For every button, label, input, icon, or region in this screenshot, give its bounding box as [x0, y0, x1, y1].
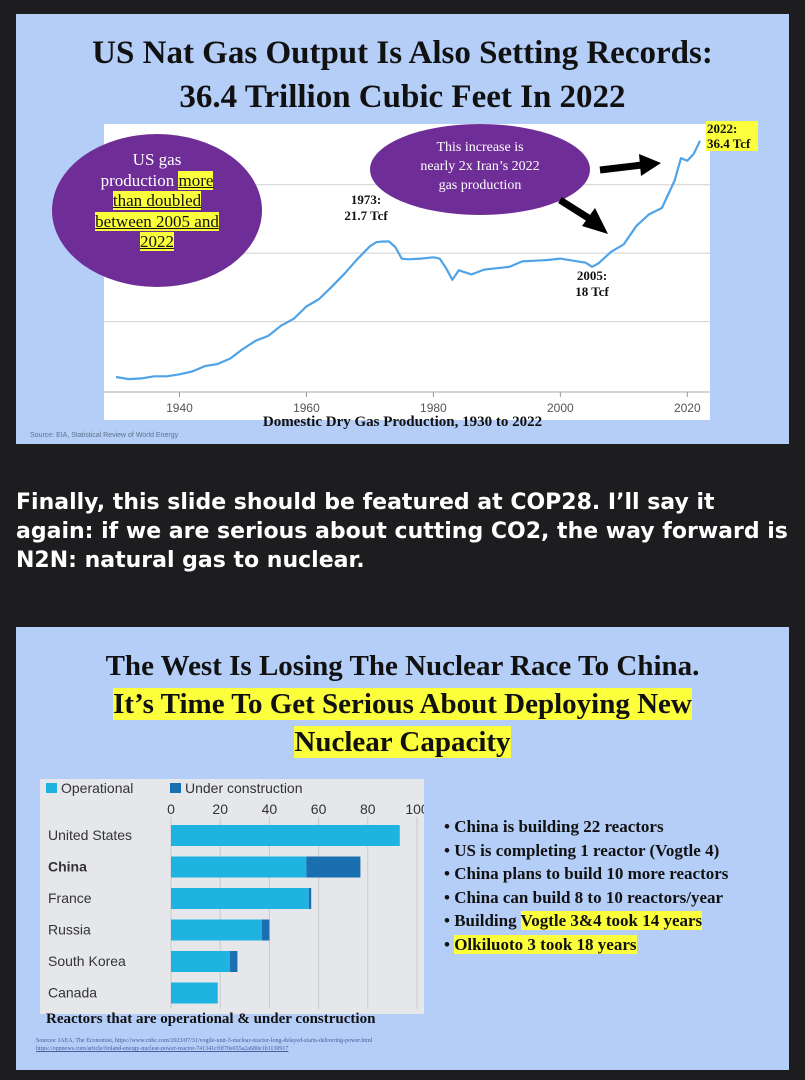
- category-label: Russia: [48, 922, 91, 938]
- category-label: Canada: [48, 985, 97, 1001]
- ellipse-left-line5: 2022: [140, 232, 174, 251]
- bar-under-construction: [230, 951, 238, 972]
- legend-operational: Operational: [46, 780, 133, 796]
- ellipse-left-line4: between 2005 and: [95, 211, 219, 231]
- arrows-layer: [558, 154, 661, 234]
- legend-under-construction-swatch: [170, 783, 181, 793]
- ellipse-top-line2: nearly 2x Iran’s 2022: [420, 159, 540, 174]
- bullet-text: China can build 8 to 10 reactors/year: [454, 887, 724, 907]
- source-line-1: Sources: IAEA, The Economist, https://ww…: [36, 1038, 373, 1044]
- category-label: United States: [48, 827, 132, 843]
- ellipse-production-doubled: US gas production more than doubled betw…: [52, 134, 262, 287]
- bar-under-construction: [306, 856, 361, 878]
- legend-operational-label: Operational: [61, 780, 134, 796]
- annotation-1973-value: 21.7 Tcf: [344, 208, 388, 223]
- annotation-2005-year: 2005:: [576, 268, 608, 283]
- legend-under-construction-label: Under construction: [185, 780, 303, 796]
- bullet-text: Building: [454, 911, 521, 930]
- annotation-1973: 1973: 21.7 Tcf: [336, 192, 396, 224]
- annotation-2022-value: 36.4 Tcf: [707, 136, 751, 151]
- category-label: China: [48, 859, 87, 875]
- annotation-2005: 2005: 18 Tcf: [562, 268, 622, 300]
- slide1-title-line2: 36.4 Trillion Cubic Feet In 2022: [179, 79, 626, 115]
- source-line-2: https://oppnews.com/article/finland-ener…: [36, 1046, 289, 1052]
- ellipse-left-line1: US gas: [132, 150, 182, 169]
- x-tick-label: 20: [212, 801, 228, 817]
- ellipse-left-line3: than doubled: [112, 191, 202, 210]
- bar-operational: [171, 888, 309, 909]
- ellipse-iran-comparison: This increase is nearly 2x Iran’s 2022 g…: [370, 124, 590, 215]
- bar-operational: [171, 919, 263, 941]
- bullet-highlight: Vogtle 3&4 took 14 years: [520, 911, 703, 930]
- x-tick-label: 1980: [420, 401, 447, 415]
- arrow-to-2022-icon: [599, 154, 661, 176]
- slide2-title-line2: It’s Time To Get Serious About Deploying…: [16, 685, 789, 723]
- gas-production-series-line: [115, 140, 701, 381]
- bullet-text: US is completing 1 reactor (Vogtle 4): [454, 840, 720, 860]
- bullet-list: • China is building 22 reactors • US is …: [444, 815, 789, 956]
- legend-under-construction: Under construction: [170, 780, 303, 796]
- bar-operational: [171, 982, 218, 1004]
- slide2-title-line3-text: Nuclear Capacity: [294, 726, 511, 758]
- annotation-2005-value: 18 Tcf: [575, 284, 609, 299]
- slide2-title-line2-text: It’s Time To Get Serious About Deploying…: [113, 688, 692, 720]
- bullet-highlight: Olkiluoto 3 took 18 years: [454, 934, 637, 954]
- annotation-1973-year: 1973:: [350, 192, 382, 207]
- gas-chart-source: Source: EIA, Statistical Review of World…: [30, 432, 179, 439]
- ellipse-left-highlight-more: more: [178, 170, 214, 190]
- x-tick-label: 100: [405, 801, 424, 817]
- category-label: France: [48, 890, 92, 906]
- arrow-to-2005-icon: [558, 197, 608, 234]
- gas-chart-caption: Domestic Dry Gas Production, 1930 to 202…: [262, 414, 543, 430]
- slide2-title-line3: Nuclear Capacity: [16, 723, 789, 761]
- bar-operational: [171, 951, 231, 972]
- legend-operational-swatch: [46, 783, 57, 793]
- bullet-item: • China is building 22 reactors: [444, 817, 664, 836]
- x-tick-label: 0: [167, 801, 175, 817]
- bullet-item: • Olkiluoto 3 took 18 years: [444, 934, 637, 954]
- x-tick-label: 2000: [547, 401, 574, 415]
- bullet-item: • Building Vogtle 3&4 took 14 years: [444, 911, 703, 930]
- ellipse-top-line3: gas production: [438, 178, 522, 193]
- slide1-title-line1: US Nat Gas Output Is Also Setting Record…: [92, 35, 713, 71]
- x-tick-label: 80: [360, 801, 376, 817]
- bullet-item: • US is completing 1 reactor (Vogtle 4): [444, 840, 720, 860]
- reactor-chart-caption: Reactors that are operational & under co…: [46, 1011, 376, 1027]
- reactor-chart-source: Sources: IAEA, The Economist, https://ww…: [36, 1037, 372, 1053]
- bullet-text: China plans to build 10 more reactors: [454, 864, 729, 883]
- category-label: South Korea: [48, 953, 126, 969]
- bullet-item: • China plans to build 10 more reactors: [444, 864, 729, 883]
- bullet-text: China is building 22 reactors: [454, 817, 664, 836]
- bullet-item: • China can build 8 to 10 reactors/year: [444, 887, 724, 907]
- x-tick-label: 2020: [674, 401, 701, 415]
- bar-under-construction: [308, 888, 312, 909]
- x-tick-label: 1960: [293, 401, 320, 415]
- slide-gas-output: US Nat Gas Output Is Also Setting Record…: [16, 14, 789, 444]
- slide2-title-line1: The West Is Losing The Nuclear Race To C…: [105, 650, 700, 682]
- bar-under-construction: [262, 919, 270, 941]
- ellipse-top-line1: This increase is: [436, 140, 524, 155]
- x-tick-label: 1940: [166, 401, 193, 415]
- bar-operational: [171, 825, 400, 846]
- ellipse-left-line2: production: [100, 170, 179, 190]
- bar-operational: [171, 856, 307, 878]
- x-tick-label: 60: [311, 801, 327, 817]
- reactor-chart-panel: Operational Under construction 0 20 40 60 80…: [40, 779, 424, 1014]
- slide-nuclear-race: The West Is Losing The Nuclear Race To C…: [16, 627, 789, 1070]
- post-paragraph: Finally, this slide should be featured a…: [16, 490, 788, 573]
- annotation-2022: 2022: 36.4 Tcf: [706, 121, 758, 151]
- x-tick-label: 40: [262, 801, 278, 817]
- annotation-2022-year: 2022:: [707, 121, 738, 136]
- reactor-bar-chart: 0 20 40 60 80 100 United States China France Russ…: [48, 801, 424, 1009]
